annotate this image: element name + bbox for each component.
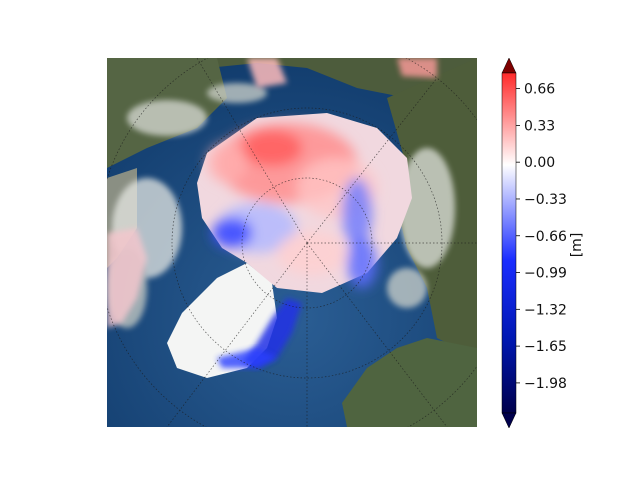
colorbar-tick-label: −1.98 bbox=[524, 376, 567, 392]
colorbar-tick-label: −0.33 bbox=[524, 192, 567, 208]
colorbar-max-extend bbox=[501, 57, 517, 74]
colorbar: 0.66 0.33 0.00 −0.33 −0.66 −0.99 −1.32 −1.65 −1.… bbox=[495, 50, 585, 440]
colorbar-svg: 0.66 0.33 0.00 −0.33 −0.66 −0.99 −1.32 −1.65 −1.… bbox=[501, 57, 585, 429]
greenland-ice bbox=[167, 263, 277, 378]
colorbar-tick-label: −1.32 bbox=[524, 302, 567, 318]
land-north bbox=[107, 58, 477, 138]
map-canvas bbox=[107, 58, 477, 427]
land-scandinavia bbox=[342, 338, 477, 427]
anomaly-field bbox=[107, 58, 437, 368]
colorbar-tick-label: −0.99 bbox=[524, 266, 567, 282]
colorbar-tick-label: −1.65 bbox=[524, 339, 567, 355]
colorbar-tick-label: −0.66 bbox=[524, 229, 567, 245]
colorbar-ticks: 0.66 0.33 0.00 −0.33 −0.66 −0.99 −1.32 −1.65 −1.… bbox=[516, 82, 567, 392]
colorbar-unit-label: [m] bbox=[569, 233, 585, 258]
colorbar-tick-label: 0.66 bbox=[524, 82, 555, 98]
colorbar-min-extend bbox=[501, 412, 517, 429]
colorbar-tick-label: 0.33 bbox=[524, 118, 555, 134]
colorbar-gradient bbox=[501, 72, 517, 414]
colorbar-tick-label: 0.00 bbox=[524, 155, 555, 171]
graticule bbox=[107, 58, 477, 427]
arctic-map bbox=[107, 58, 477, 427]
